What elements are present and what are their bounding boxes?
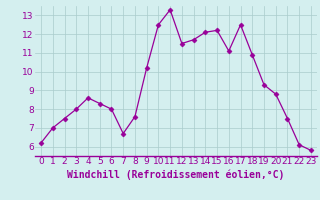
X-axis label: Windchill (Refroidissement éolien,°C): Windchill (Refroidissement éolien,°C) [67, 169, 285, 180]
